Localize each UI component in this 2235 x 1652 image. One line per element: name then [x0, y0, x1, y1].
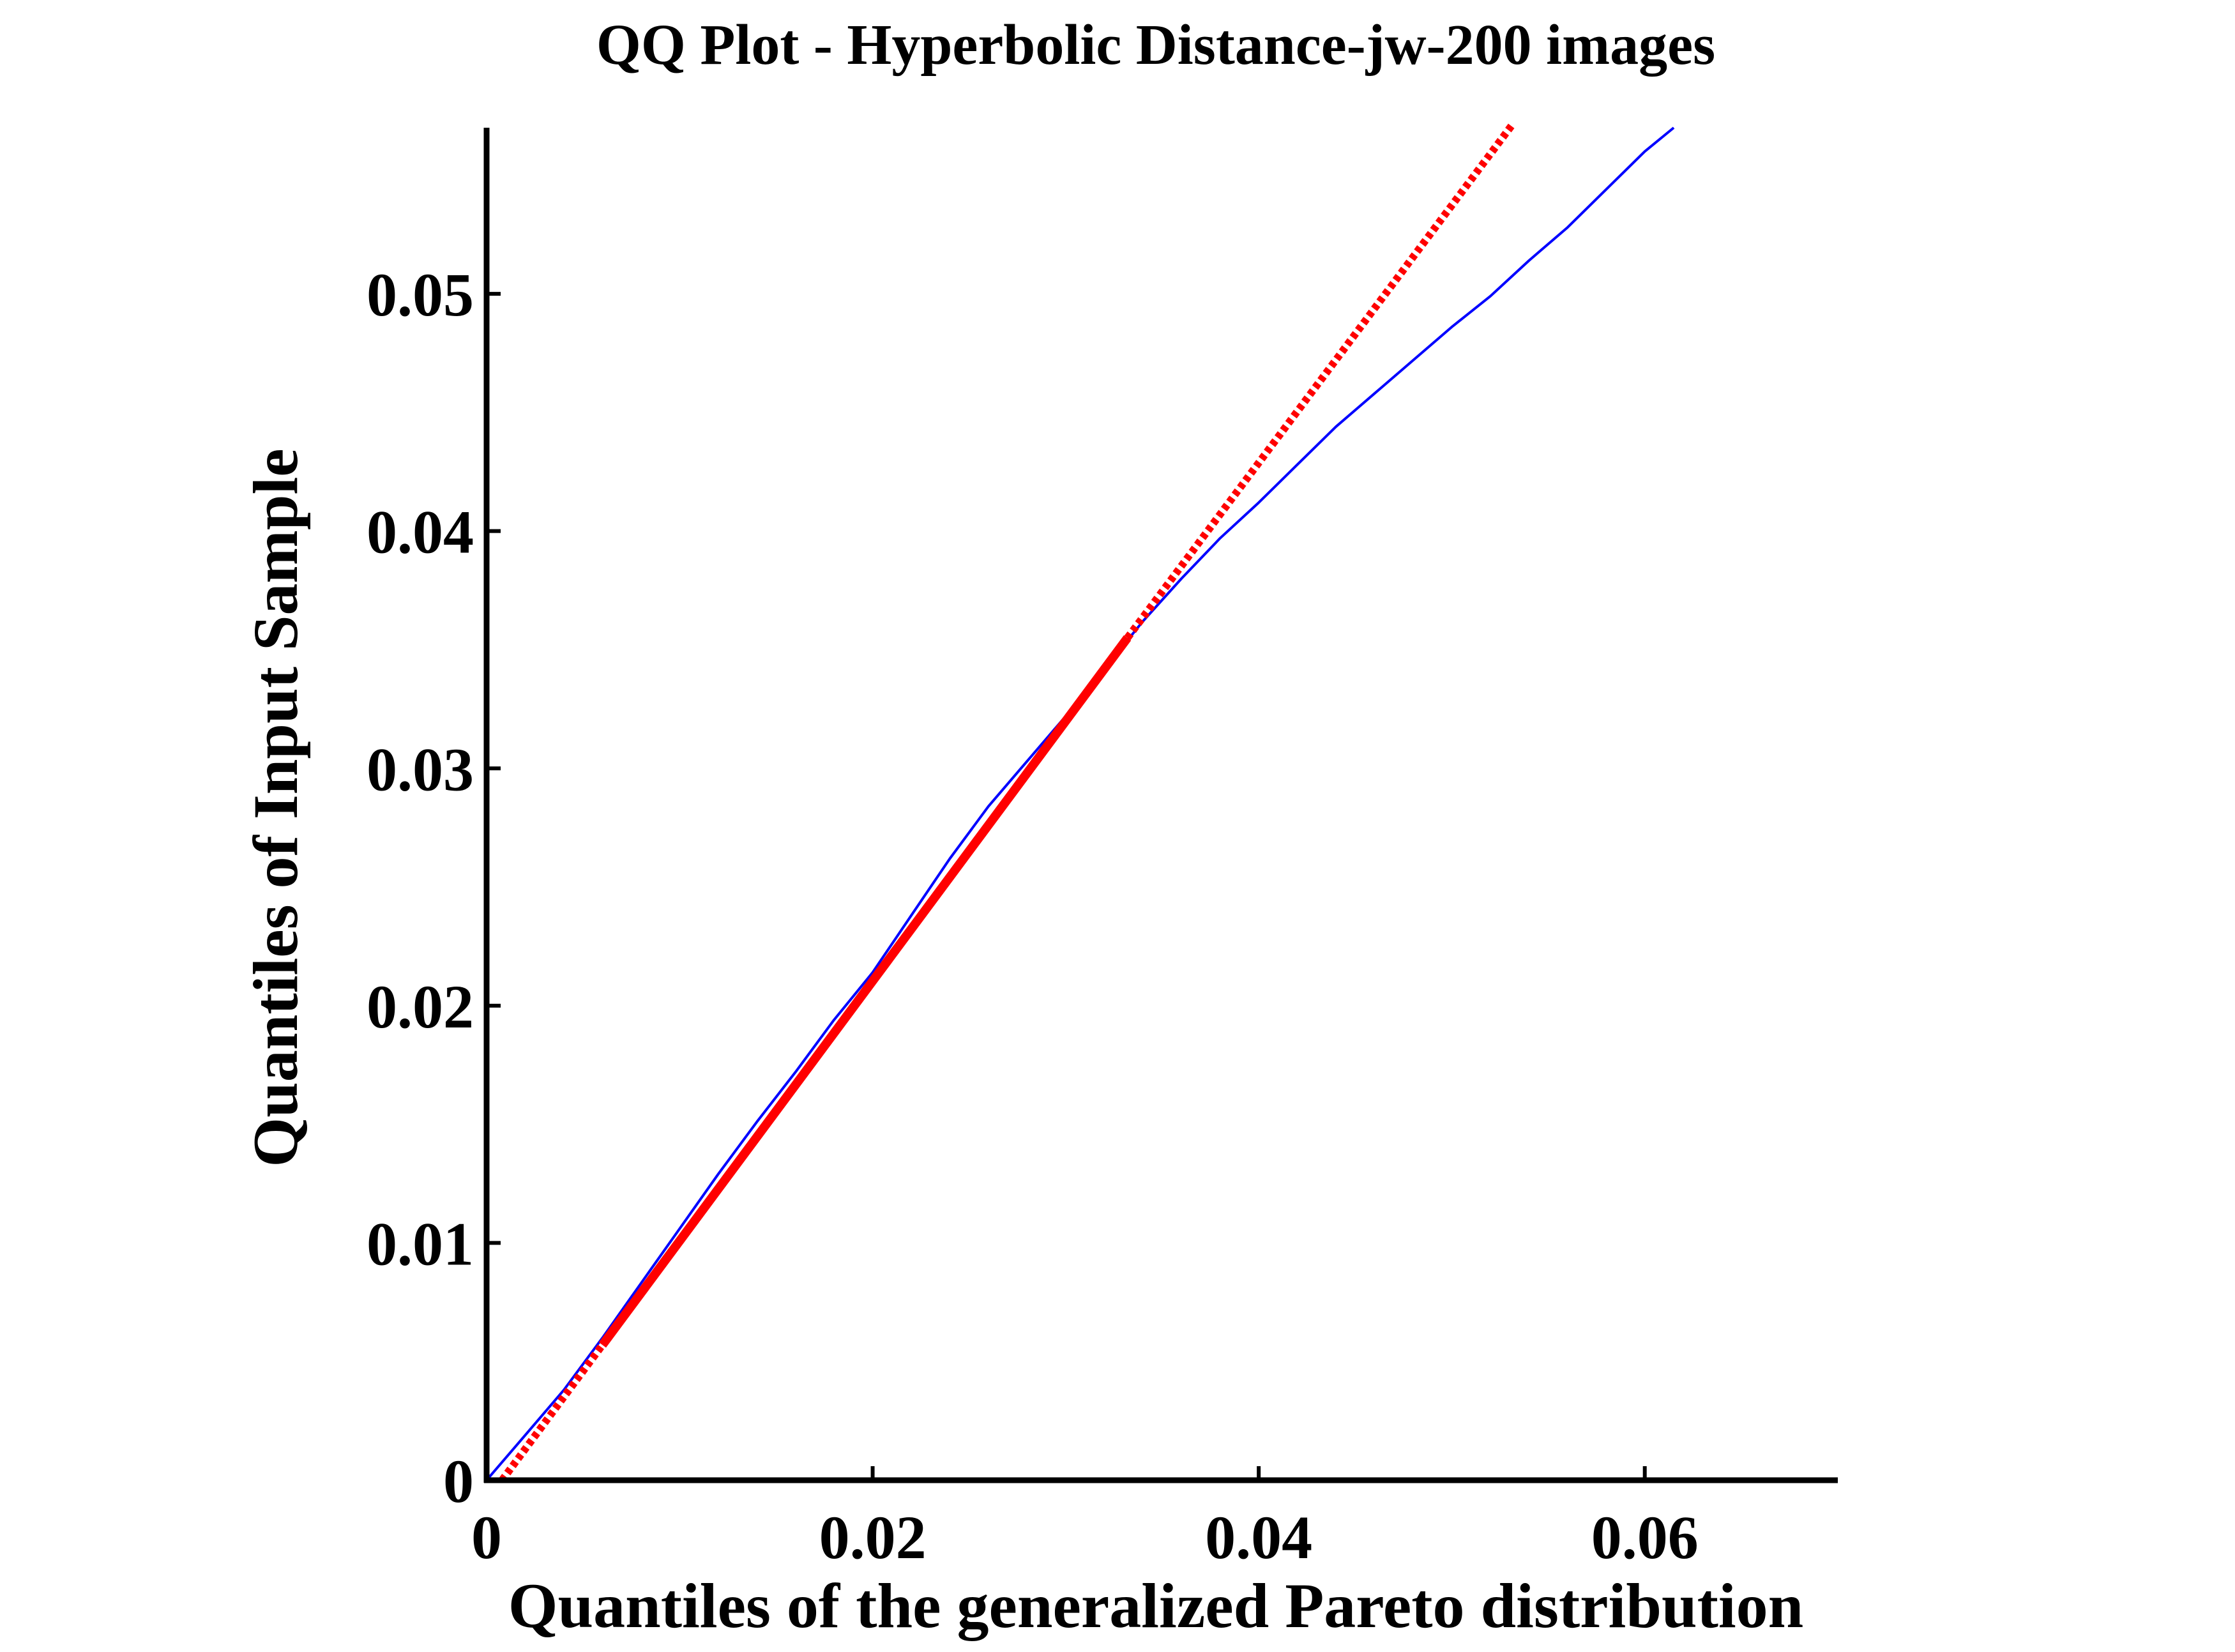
x-tick-label: 0.02 [819, 1503, 927, 1572]
y-tick-label: 0.03 [367, 735, 474, 803]
y-tick-label: 0.02 [367, 973, 474, 1041]
x-tick-label: 0 [471, 1503, 502, 1572]
y-tick-label: 0 [443, 1447, 474, 1515]
y-tick-label: 0.05 [367, 261, 474, 329]
x-tick-label: 0.04 [1205, 1503, 1312, 1572]
x-axis-ticks: 0 0.02 0.04 0.06 [471, 1466, 1699, 1572]
y-axis-label: Quantiles of Input Sample [240, 448, 311, 1167]
y-tick-label: 0.01 [367, 1209, 474, 1278]
series-line-2 [499, 1342, 606, 1483]
x-axis-label: Quantiles of the generalized Pareto dist… [508, 1570, 1804, 1641]
chart-title: QQ Plot - Hyperbolic Distance-jw-200 ima… [596, 13, 1715, 77]
x-tick-label: 0.06 [1591, 1503, 1699, 1572]
y-axis-ticks: 0 0.01 0.02 0.03 0.04 0.05 [367, 261, 501, 1515]
series-line-0 [485, 126, 1675, 1481]
series-line-3 [1124, 121, 1517, 640]
y-tick-label: 0.04 [367, 498, 474, 566]
series-line-1 [598, 635, 1132, 1348]
series-layer [485, 121, 1675, 1483]
